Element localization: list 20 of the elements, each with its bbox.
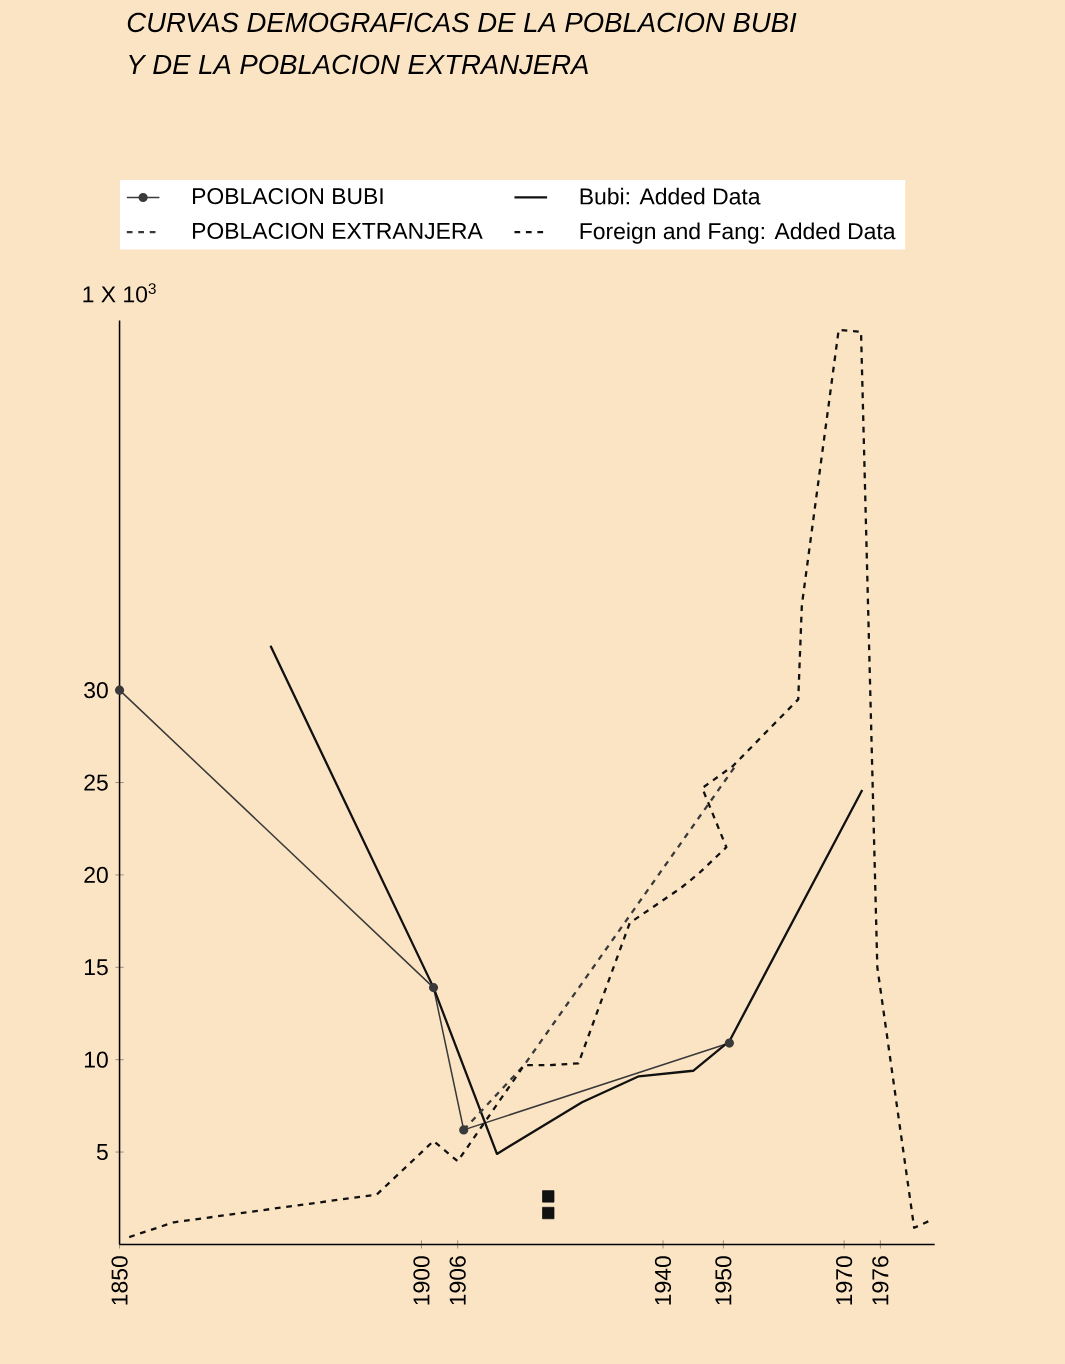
chart-title: CURVAS DEMOGRAFICAS DE LA POBLACION BUBI: [127, 12, 797, 33]
legend-label: Bubi: Added Data: [580, 187, 761, 205]
x-tick-label: 1906: [449, 1256, 466, 1305]
x-tick-label: 1900: [413, 1256, 430, 1305]
y-tick-label: 25: [84, 774, 108, 791]
legend-label: POBLACION EXTRANJERA: [192, 222, 483, 239]
x-tick-label: 1850: [111, 1256, 128, 1305]
legend-label: Foreign and Fang: Added Data: [580, 222, 896, 244]
x-tick-label: 1970: [835, 1256, 853, 1305]
x-tick-label: 1976: [872, 1256, 889, 1305]
x-tick-label: 1940: [654, 1256, 672, 1305]
y-tick-label: 10: [84, 1051, 108, 1068]
x-tick-label: 1950: [715, 1256, 732, 1305]
y-tick-label: 30: [84, 682, 108, 699]
y-axis-title: 1 X 10$^{3}$: [83, 283, 156, 303]
y-tick-label: 15: [84, 959, 108, 976]
y-tick-label: 20: [84, 866, 108, 884]
legend-label: POBLACION BUBI: [192, 188, 383, 205]
chart-subtitle: Y DE LA POBLACION EXTRANJERA: [129, 54, 588, 75]
y-tick-label: 5: [96, 1144, 108, 1161]
